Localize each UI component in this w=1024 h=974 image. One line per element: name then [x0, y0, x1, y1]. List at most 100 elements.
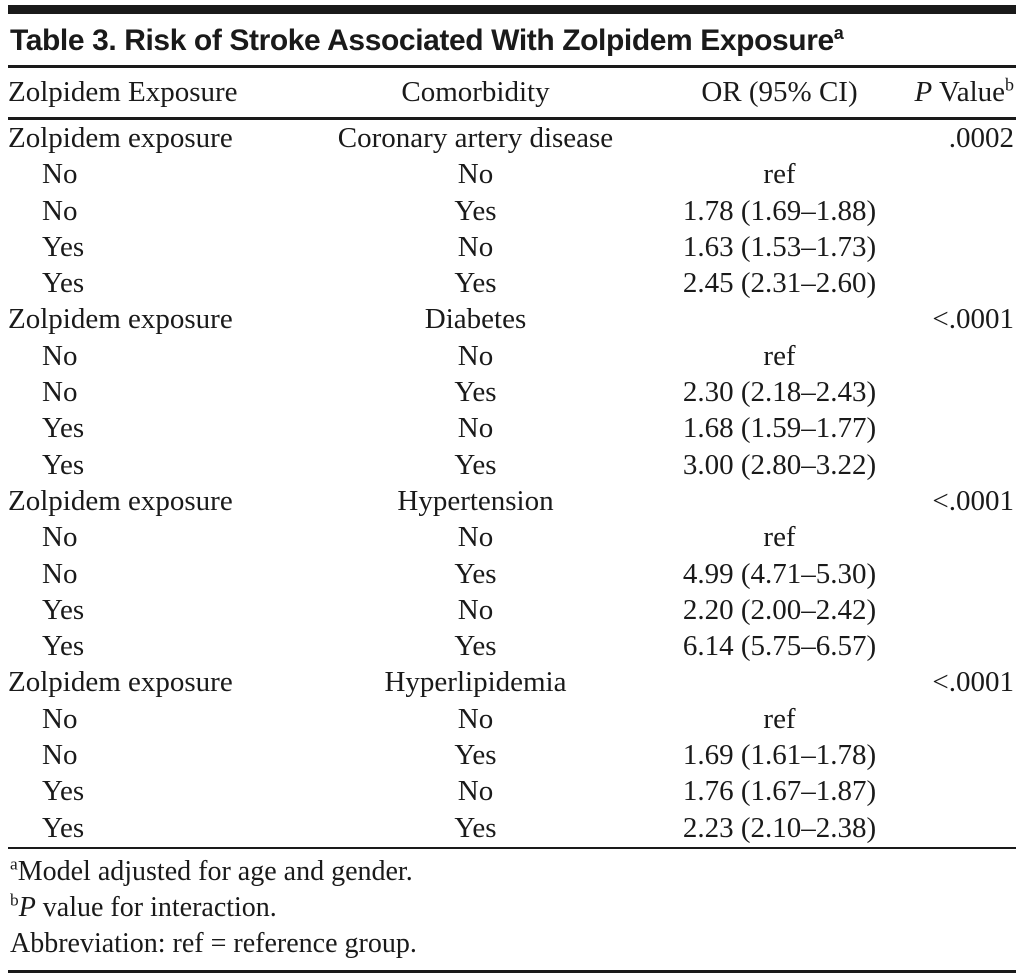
- group-header-row: Zolpidem exposure Hyperlipidemia <.0001: [8, 664, 1016, 700]
- exposure-cell: No: [42, 702, 78, 735]
- group-header-row: Zolpidem exposure Hypertension <.0001: [8, 483, 1016, 519]
- p-value-cell: [908, 374, 1016, 410]
- footnote-text: Abbreviation: ref = reference group.: [10, 927, 417, 959]
- p-value-cell: [908, 338, 1016, 374]
- or-ci-cell: 1.78 (1.69–1.88): [682, 194, 877, 227]
- comorbidity-cell: Yes: [454, 194, 497, 227]
- or-ci-cell: 2.23 (2.10–2.38): [682, 811, 877, 844]
- p-value-cell: [908, 628, 1016, 664]
- or-ci-cell: 1.68 (1.59–1.77): [682, 412, 877, 445]
- exposure-cell: Yes: [42, 267, 85, 300]
- p-value-cell: [908, 556, 1016, 592]
- group-comorbidity-cell: Hyperlipidemia: [384, 666, 567, 699]
- footnote-superscript: b: [10, 890, 19, 910]
- footnote-line: bP value for interaction.: [10, 890, 1016, 926]
- comorbidity-cell: Yes: [454, 267, 497, 300]
- comorbidity-cell: No: [457, 593, 494, 626]
- p-value-cell: <.0001: [932, 303, 1014, 336]
- p-value-cell: [908, 193, 1016, 229]
- data-row: Yes Yes 6.14 (5.75–6.57): [8, 628, 1016, 664]
- or-ci-cell: ref: [763, 521, 796, 554]
- data-row: Yes No 1.76 (1.67–1.87): [8, 773, 1016, 809]
- exposure-cell: Yes: [42, 412, 85, 445]
- or-ci-cell: ref: [763, 339, 796, 372]
- p-value-cell: [908, 519, 1016, 555]
- table-title-text: Table 3. Risk of Stroke Associated With …: [10, 24, 834, 57]
- data-row: No No ref: [8, 156, 1016, 192]
- or-ci-cell: 2.30 (2.18–2.43): [682, 376, 877, 409]
- exposure-cell: No: [42, 194, 78, 227]
- group-header-row: Zolpidem exposure Diabetes <.0001: [8, 301, 1016, 337]
- data-row: No Yes 4.99 (4.71–5.30): [8, 556, 1016, 592]
- group-header-row: Zolpidem exposure Coronary artery disease…: [8, 119, 1016, 157]
- p-value-cell: [908, 156, 1016, 192]
- table-body: Zolpidem exposure Coronary artery disease…: [8, 119, 1016, 846]
- data-row: Yes Yes 2.45 (2.31–2.60): [8, 265, 1016, 301]
- exposure-cell: No: [42, 557, 78, 590]
- data-row: No Yes 1.78 (1.69–1.88): [8, 193, 1016, 229]
- footnotes: aModel adjusted for age and gender. bP va…: [8, 846, 1016, 970]
- comorbidity-cell: No: [457, 702, 494, 735]
- p-value-cell: [908, 737, 1016, 773]
- comorbidity-cell: No: [457, 339, 494, 372]
- data-row: Yes No 1.63 (1.53–1.73): [8, 229, 1016, 265]
- p-value-cell: [908, 701, 1016, 737]
- group-comorbidity-cell: Hypertension: [397, 484, 554, 517]
- or-ci-cell: [651, 664, 908, 700]
- p-value-cell: [908, 229, 1016, 265]
- group-comorbidity-cell: Diabetes: [424, 303, 527, 336]
- header-comorbidity: Comorbidity: [300, 68, 651, 120]
- p-value-cell: [908, 592, 1016, 628]
- or-ci-cell: 3.00 (2.80–3.22): [682, 448, 877, 481]
- or-ci-cell: [651, 119, 908, 157]
- p-value-cell: [908, 410, 1016, 446]
- comorbidity-cell: No: [457, 230, 494, 263]
- p-value-cell: [908, 447, 1016, 483]
- exposure-cell: No: [42, 339, 78, 372]
- or-ci-cell: [651, 301, 908, 337]
- group-label-cell: Zolpidem exposure: [8, 666, 233, 699]
- or-ci-cell: 4.99 (4.71–5.30): [682, 557, 877, 590]
- or-ci-cell: ref: [763, 158, 796, 191]
- data-row: Yes No 1.68 (1.59–1.77): [8, 410, 1016, 446]
- or-ci-cell: 6.14 (5.75–6.57): [682, 630, 877, 663]
- footnote-line: Abbreviation: ref = reference group.: [10, 926, 1016, 962]
- group-label-cell: Zolpidem exposure: [8, 303, 233, 336]
- group-label-cell: Zolpidem exposure: [8, 122, 233, 154]
- p-value-cell: [908, 810, 1016, 846]
- header-zolpidem-exposure: Zolpidem Exposure: [8, 68, 300, 120]
- footnote-text: Model adjusted for age and gender.: [17, 855, 413, 887]
- data-row: No No ref: [8, 701, 1016, 737]
- exposure-cell: Yes: [42, 630, 85, 663]
- comorbidity-cell: Yes: [454, 811, 497, 844]
- or-ci-cell: 1.63 (1.53–1.73): [682, 230, 877, 263]
- p-value-cell: <.0001: [932, 484, 1014, 517]
- data-row: No Yes 1.69 (1.61–1.78): [8, 737, 1016, 773]
- p-value-cell: [908, 773, 1016, 809]
- exposure-cell: No: [42, 521, 78, 554]
- bottom-rule: [8, 969, 1016, 973]
- comorbidity-cell: Yes: [454, 557, 497, 590]
- or-ci-cell: 1.76 (1.67–1.87): [682, 775, 877, 808]
- or-ci-cell: 2.45 (2.31–2.60): [682, 267, 877, 300]
- data-row: No Yes 2.30 (2.18–2.43): [8, 374, 1016, 410]
- or-ci-cell: [651, 483, 908, 519]
- risk-table: Zolpidem Exposure Comorbidity OR (95% CI…: [8, 68, 1016, 846]
- or-ci-cell: ref: [763, 702, 796, 735]
- table-title: Table 3. Risk of Stroke Associated With …: [8, 14, 1016, 68]
- data-row: No No ref: [8, 519, 1016, 555]
- footnote-superscript: a: [10, 854, 18, 874]
- or-ci-cell: 2.20 (2.00–2.42): [682, 593, 877, 626]
- comorbidity-cell: No: [457, 521, 494, 554]
- group-comorbidity-cell: Coronary artery disease: [337, 122, 614, 154]
- table-header: Zolpidem Exposure Comorbidity OR (95% CI…: [8, 68, 1016, 120]
- footnote-line: aModel adjusted for age and gender.: [10, 854, 1016, 890]
- header-p-value: P Valueb: [908, 68, 1016, 120]
- data-row: Yes Yes 3.00 (2.80–3.22): [8, 447, 1016, 483]
- header-row: Zolpidem Exposure Comorbidity OR (95% CI…: [8, 68, 1016, 120]
- data-row: Yes No 2.20 (2.00–2.42): [8, 592, 1016, 628]
- exposure-cell: Yes: [42, 593, 85, 626]
- data-row: No No ref: [8, 338, 1016, 374]
- data-row: Yes Yes 2.23 (2.10–2.38): [8, 810, 1016, 846]
